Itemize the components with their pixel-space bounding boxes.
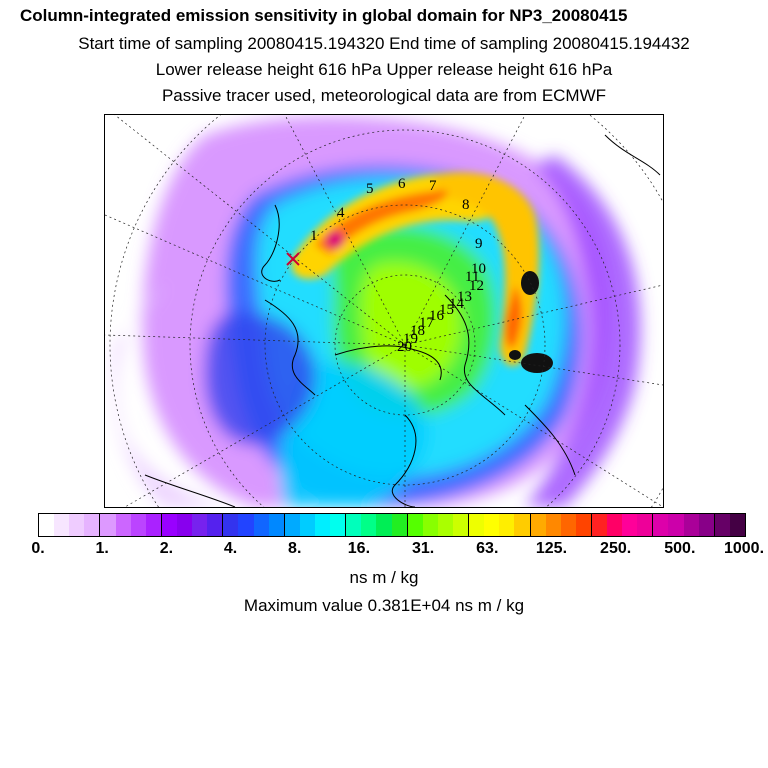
colorbar-tick-label: 2. — [159, 540, 174, 557]
colorbar-swatch — [161, 514, 177, 536]
colorbar-tick-label: 31. — [411, 540, 435, 557]
sensitivity-map: 1 4 5 6 7 8 9 10 11 12 13 14 15 16 17 18… — [104, 114, 664, 508]
colorbar-ticks: 0. 1. 2. 4. 8. 16. 31. 63. 125. 250. 500. 1000. — [0, 540, 768, 560]
colorbar-swatch — [729, 514, 746, 536]
release-point-marker — [286, 252, 300, 266]
sampling-times: Start time of sampling 20080415.194320 E… — [78, 34, 690, 53]
colorbar-swatch — [145, 514, 162, 536]
release-heights: Lower release height 616 hPa Upper relea… — [155, 60, 613, 79]
colorbar-swatch — [238, 514, 254, 536]
emission-band — [291, 172, 540, 366]
colorbar-swatch — [545, 514, 561, 536]
traj-label: 4 — [337, 205, 345, 221]
colorbar-swatch — [39, 514, 55, 536]
colorbar-swatch — [560, 514, 576, 536]
colorbar-tick-label: 4. — [223, 540, 238, 557]
colorbar-swatch — [484, 514, 500, 536]
colorbar-swatch — [100, 514, 116, 536]
traj-label: 20 — [397, 339, 412, 355]
colorbar-swatch — [653, 514, 669, 536]
traj-label: 7 — [429, 178, 437, 194]
colorbar-swatch — [452, 514, 470, 536]
traj-label: 16 — [429, 308, 445, 324]
coastlines — [144, 134, 661, 507]
colorbar-swatch — [176, 514, 193, 536]
colorbar-swatch — [253, 514, 269, 536]
colorbar-swatch — [622, 514, 638, 536]
colorbar-swatch — [407, 514, 423, 536]
plot-title: Column-integrated emission sensitivity i… — [20, 6, 628, 25]
colorbar-swatch — [499, 514, 515, 536]
colorbar-swatch — [391, 514, 408, 536]
colorbar-tick-label: 250. — [600, 540, 632, 557]
traj-label: 5 — [366, 181, 374, 197]
colorbar-swatch — [361, 514, 377, 536]
colorbar-swatch — [84, 514, 101, 536]
dense-land-markers — [509, 271, 553, 373]
colorbar-unit: ns m / kg — [349, 568, 419, 587]
traj-label: 8 — [462, 197, 470, 213]
colorbar-swatch — [346, 514, 362, 536]
colorbar-tick-label: 500. — [664, 540, 696, 557]
colorbar-swatch — [69, 514, 85, 536]
colorbar-swatch — [299, 514, 315, 536]
colorbar-tick-label: 0. — [31, 540, 45, 557]
traj-label: 15 — [439, 302, 454, 318]
colorbar-swatch — [469, 514, 485, 536]
colorbar-swatch — [714, 514, 730, 536]
colorbar-swatch — [514, 514, 531, 536]
colorbar-tick-label: 1000. — [723, 540, 765, 557]
colorbar-swatch — [607, 514, 623, 536]
traj-label: 10 — [471, 261, 486, 277]
colorbar-tick-label: 16. — [347, 540, 371, 557]
colorbar-swatch — [637, 514, 654, 536]
colorbar-swatch — [575, 514, 592, 536]
colorbar-tick-label: 63. — [476, 540, 499, 557]
colorbar-swatch — [284, 514, 300, 536]
colorbar-swatch — [54, 514, 70, 536]
traj-label: 12 — [469, 278, 484, 294]
traj-label: 1 — [310, 228, 318, 244]
colorbar-swatch — [330, 514, 347, 536]
colorbar-swatch — [223, 514, 239, 536]
graticule — [105, 115, 663, 507]
trajectory-labels: 1 4 5 6 7 8 9 10 11 12 13 14 15 16 17 18… — [310, 176, 486, 355]
traj-label: 13 — [457, 289, 472, 305]
traj-label: 19 — [403, 331, 418, 347]
colorbar-swatch — [437, 514, 453, 536]
colorbar-swatch — [698, 514, 715, 536]
colorbar-swatch — [376, 514, 392, 536]
colorbar-swatch — [422, 514, 438, 536]
maximum-value: Maximum value 0.381E+04 ns m / kg — [243, 596, 525, 615]
colorbar-swatch — [668, 514, 684, 536]
colorbar-swatch — [268, 514, 285, 536]
traj-label: 6 — [398, 176, 406, 192]
traj-label: 14 — [449, 296, 465, 312]
tracer-info: Passive tracer used, meteorological data… — [161, 86, 607, 105]
colorbar-swatch — [130, 514, 146, 536]
colorbar — [38, 513, 746, 537]
traj-label: 9 — [475, 236, 483, 252]
colorbar-swatch — [207, 514, 224, 536]
colorbar-swatch — [530, 514, 546, 536]
colorbar-swatch — [591, 514, 608, 536]
colorbar-swatch — [683, 514, 699, 536]
traj-label: 18 — [410, 323, 425, 339]
colorbar-swatch — [115, 514, 131, 536]
colorbar-swatch — [192, 514, 208, 536]
colorbar-swatch — [314, 514, 331, 536]
colorbar-tick-label: 1. — [95, 540, 109, 557]
traj-label: 17 — [419, 315, 435, 331]
field-layers — [112, 116, 641, 507]
colorbar-tick-label: 125. — [535, 540, 568, 557]
colorbar-tick-label: 8. — [288, 540, 302, 557]
traj-label: 11 — [465, 269, 479, 285]
